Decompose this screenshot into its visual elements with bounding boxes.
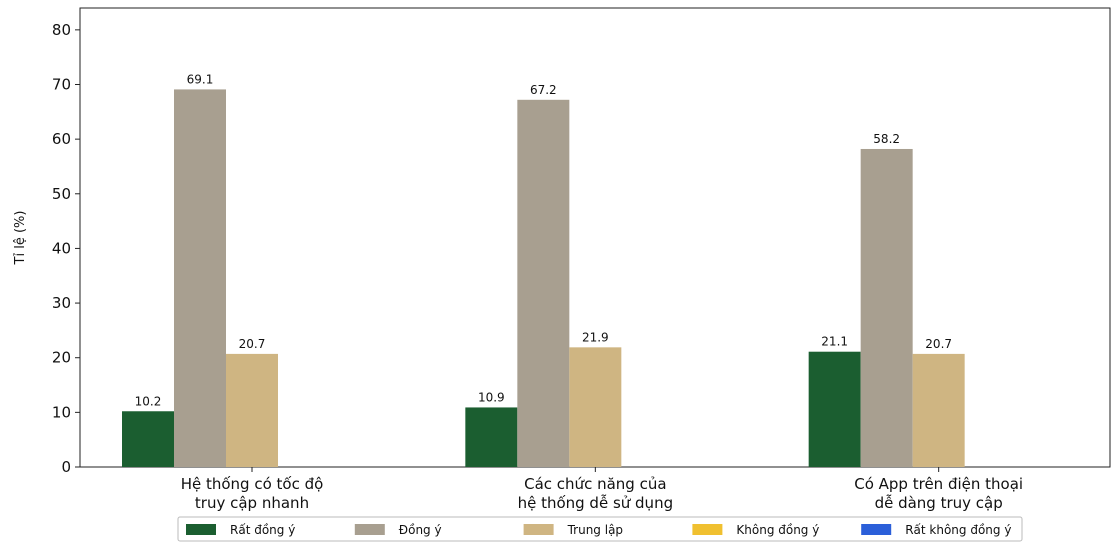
data-label: 10.2 <box>135 394 162 408</box>
legend-box <box>177 516 1023 542</box>
y-tick-label: 70 <box>52 76 71 94</box>
data-label: 67.2 <box>530 83 557 97</box>
legend-label: Không đồng ý <box>736 523 819 537</box>
bar <box>174 89 226 468</box>
data-label: 21.9 <box>582 330 609 344</box>
legend-label: Rất không đồng ý <box>905 523 1011 537</box>
data-label: 69.1 <box>187 72 214 86</box>
legend-label: Đồng ý <box>399 523 442 537</box>
x-tick-label: dễ dàng truy cập <box>875 494 1003 512</box>
y-tick-label: 10 <box>52 403 71 421</box>
y-tick-label: 0 <box>61 458 71 476</box>
y-tick-label: 50 <box>52 185 71 203</box>
bar <box>465 407 518 467</box>
bar <box>860 148 913 467</box>
data-label: 58.2 <box>873 132 900 146</box>
legend-swatch <box>523 524 554 535</box>
bar <box>226 353 278 467</box>
x-tick-label: Hệ thống có tốc độ <box>181 475 324 493</box>
y-tick-label: 20 <box>52 349 71 367</box>
data-label: 20.7 <box>239 337 266 351</box>
chart-bars <box>122 89 965 468</box>
legend-swatch <box>861 524 892 535</box>
legend-swatch <box>692 524 723 535</box>
data-label: 10.9 <box>478 390 505 404</box>
bar <box>122 411 174 467</box>
y-tick-label: 80 <box>52 21 71 39</box>
bar <box>912 353 965 467</box>
y-tick-label: 60 <box>52 130 71 148</box>
bar <box>517 99 570 468</box>
legend-label: Trung lập <box>567 523 623 537</box>
y-axis-title: Tỉ lệ (%) <box>13 211 28 266</box>
legend-swatch <box>354 524 385 535</box>
legend-label: Rất đồng ý <box>230 523 295 537</box>
y-tick-label: 30 <box>52 294 71 312</box>
legend-swatch <box>186 524 216 535</box>
chart-axes: 0 10 20 30 40 50 60 70 80 Tỉ lệ (%) Hệ thống có tố… <box>13 7 1111 512</box>
data-label: 21.1 <box>821 335 848 349</box>
bar <box>569 347 622 467</box>
y-tick-label: 40 <box>52 239 71 257</box>
data-label: 20.7 <box>925 337 952 351</box>
bar <box>808 351 861 467</box>
x-tick-label: Các chức năng của <box>524 475 666 493</box>
chart-legend: Rất đồng ý Đồng ý Trung lập Không đồng ý Rất… <box>177 516 1023 542</box>
chart-labels: 10.2 69.1 20.7 10.9 67.2 21.9 21.1 58.2 20.7 <box>135 72 952 408</box>
x-tick-label: Có App trên điện thoại <box>854 475 1023 493</box>
x-tick-label: truy cập nhanh <box>195 494 309 512</box>
x-tick-label: hệ thống dễ sử dụng <box>518 494 674 512</box>
